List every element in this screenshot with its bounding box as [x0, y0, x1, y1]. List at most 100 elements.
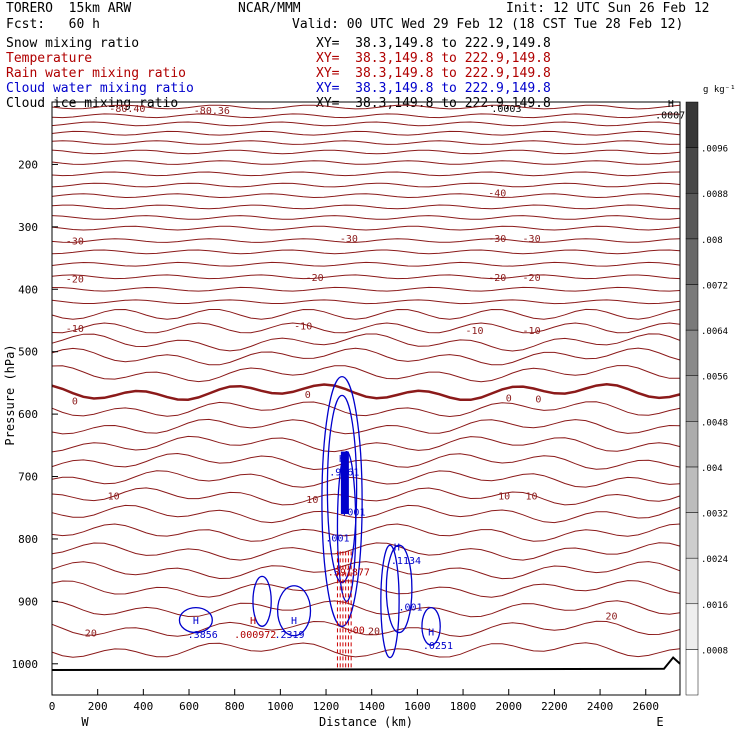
- colorbar-label: .0096: [701, 145, 728, 155]
- cloud-contour: [326, 394, 358, 584]
- y-tick-label: 700: [18, 471, 38, 484]
- y-tick-label: 600: [18, 408, 38, 421]
- plot-frame: [51, 101, 681, 696]
- colorbar-swatch: [685, 147, 699, 194]
- x-tick-label: 800: [225, 700, 245, 713]
- colorbar-swatch: [685, 512, 699, 559]
- x-end-label-east: E: [656, 715, 663, 729]
- y-tick-label: 1000: [12, 658, 39, 671]
- isotherm: [51, 620, 681, 638]
- cloud-contour: [276, 585, 312, 637]
- isotherm: [51, 261, 681, 267]
- colorbar-unit: g kg⁻¹: [703, 85, 736, 95]
- colorbar-label: .0016: [701, 601, 728, 611]
- extrema-labels: H .3856 H .000972.2319 H H .9061 .001 .001 .39187…: [188, 99, 692, 652]
- temperature-label: 10: [498, 491, 510, 502]
- temperature-label: -30: [523, 234, 541, 245]
- temperature-contours: [51, 104, 681, 658]
- temperature-label: -30: [66, 237, 84, 248]
- isotherm: [51, 171, 681, 177]
- isotherm: [51, 204, 681, 210]
- temperature-label: 10: [306, 495, 318, 506]
- cloud-contour: [421, 606, 441, 646]
- colorbar-swatch: [685, 421, 699, 468]
- extremum-label: .00: [347, 625, 365, 636]
- isotherm: [51, 580, 681, 598]
- isotherm: [51, 333, 681, 352]
- temperature-label: -20: [488, 273, 506, 284]
- init-time: Init: 12 UTC Sun 26 Feb 12: [506, 1, 710, 16]
- extremum-label: .00071: [655, 110, 691, 121]
- isotherm: [51, 274, 681, 280]
- temperature-label: 0: [535, 395, 541, 406]
- colorbar-swatch: [685, 557, 699, 605]
- extremum-label: .1134: [391, 556, 421, 567]
- colorbar-swatch: [685, 238, 699, 285]
- field-xy-cloud-water: XY= 38.3,149.8 to 222.9,149.8: [316, 81, 551, 96]
- org-label: NCAR/MMM: [238, 1, 301, 16]
- isotherm: [51, 238, 681, 243]
- temperature-label: 10: [108, 491, 120, 502]
- isotherm: [51, 504, 681, 524]
- temperature-label: -10: [66, 324, 84, 335]
- x-end-label-west: W: [81, 715, 89, 729]
- colorbar-label: .004: [701, 464, 723, 474]
- field-name-cloud-water: Cloud water mixing ratio: [6, 81, 194, 96]
- isotherm: [51, 121, 681, 127]
- temperature-label: -30: [340, 234, 358, 245]
- colorbar-label: .0056: [701, 373, 728, 383]
- isotherm: [51, 286, 681, 292]
- extremum-label: .391877: [328, 567, 370, 578]
- colorbar-label: .0024: [701, 555, 728, 565]
- isotherm: [51, 193, 681, 199]
- x-tick-label: 2400: [587, 700, 614, 713]
- y-axis: 200 300 400 500 600 700 800 900 1000: [12, 158, 58, 671]
- isotherm: [51, 299, 681, 305]
- colorbar-label: .0008: [701, 646, 728, 656]
- isotherm: [51, 418, 681, 435]
- extremum-label: .0003: [491, 104, 521, 115]
- x-tick-label: 400: [133, 700, 153, 713]
- y-tick-label: 800: [18, 533, 38, 546]
- isotherm: [51, 215, 681, 220]
- isotherm: [51, 452, 681, 471]
- field-name-temperature: Temperature: [6, 51, 93, 66]
- temperature-label: 0: [72, 396, 78, 407]
- isotherm: [51, 542, 681, 561]
- isotherm: [51, 113, 681, 119]
- colorbar-swatch: [685, 466, 699, 513]
- cloud-contours: [178, 376, 441, 671]
- extremum-label: .001: [341, 507, 365, 518]
- extremum-label: H: [193, 616, 199, 627]
- isotherm: [51, 642, 681, 658]
- x-tick-label: 1400: [358, 700, 385, 713]
- forecast-hour: Fcst: 60 h: [6, 17, 100, 32]
- terrain-line: [51, 656, 681, 672]
- temperature-labels: -80.40 -80.36 -40 -30 -30 -30 -30 -20 -20 -20 -20 -…: [66, 104, 618, 639]
- x-tick-label: 2000: [495, 700, 522, 713]
- x-tick-label: 1600: [404, 700, 431, 713]
- extremum-label: .001: [325, 534, 349, 545]
- cloud-contour: [336, 450, 357, 603]
- extremum-label: .3856: [188, 630, 218, 641]
- isotherm: [51, 160, 681, 165]
- temperature-label: 20: [368, 627, 380, 638]
- isotherm: [51, 104, 681, 110]
- colorbar-swatch: [685, 649, 699, 696]
- colorbar-label: .0088: [701, 190, 728, 200]
- x-tick-label: 1800: [450, 700, 477, 713]
- x-tick-label: 200: [88, 700, 108, 713]
- colorbar-label: .0072: [701, 281, 728, 291]
- valid-time: Valid: 00 UTC Wed 29 Feb 12 (18 CST Tue …: [292, 17, 684, 32]
- isotherm: [51, 308, 681, 320]
- extremum-label: H: [250, 616, 256, 627]
- x-tick-label: 600: [179, 700, 199, 713]
- isotherm: [51, 130, 681, 136]
- extremum-label: .000972: [234, 630, 276, 641]
- extremum-label: H: [428, 627, 434, 638]
- y-tick-label: 300: [18, 221, 38, 234]
- field-xy-temperature: XY= 38.3,149.8 to 222.9,149.8: [316, 51, 551, 66]
- cloud-contour: [385, 544, 413, 634]
- colorbar-label: .0048: [701, 418, 728, 428]
